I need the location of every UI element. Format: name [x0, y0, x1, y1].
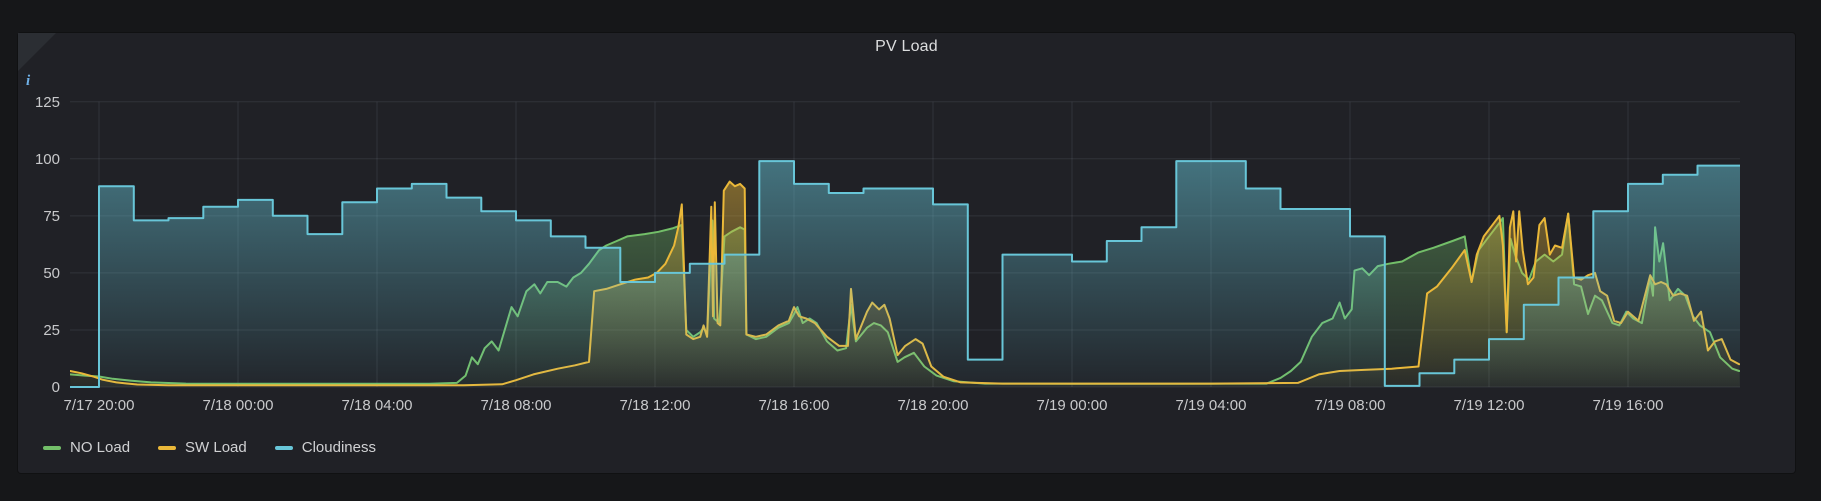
x-tick-label: 7/18 16:00: [759, 397, 830, 414]
legend: NO Load SW Load Cloudiness: [43, 439, 376, 457]
x-tick-label: 7/18 08:00: [481, 397, 552, 414]
x-tick-label: 7/18 12:00: [620, 397, 691, 414]
panel-title: PV Load: [875, 38, 938, 55]
x-tick-label: 7/19 16:00: [1593, 397, 1664, 414]
x-axis: 7/17 20:00 7/18 00:00 7/18 04:00 7/18 08:00…: [64, 397, 1664, 414]
info-icon[interactable]: i: [26, 73, 31, 89]
x-tick-label: 7/19 00:00: [1037, 397, 1108, 414]
y-tick-label: 50: [43, 265, 60, 282]
x-tick-label: 7/19 12:00: [1454, 397, 1525, 414]
x-tick-label: 7/17 20:00: [64, 397, 135, 414]
legend-item-sw-load[interactable]: SW Load: [158, 439, 247, 457]
x-tick-label: 7/18 04:00: [342, 397, 413, 414]
legend-label: SW Load: [185, 439, 247, 456]
cloudiness-swatch-icon: [274, 446, 293, 450]
y-tick-label: 75: [43, 208, 60, 225]
panel-info-corner[interactable]: i: [18, 33, 56, 89]
x-tick-label: 7/18 20:00: [898, 397, 969, 414]
y-tick-label: 0: [52, 379, 60, 396]
legend-item-no-load[interactable]: NO Load: [43, 439, 130, 457]
y-axis: 0 25 50 75 100 125: [35, 94, 60, 396]
pv-load-panel: i PV Load 0 25 50 75 100 125 7/17 20:00 7/18 00…: [18, 33, 1795, 473]
y-tick-label: 25: [43, 322, 60, 339]
x-tick-label: 7/19 04:00: [1176, 397, 1247, 414]
x-tick-label: 7/19 08:00: [1315, 397, 1386, 414]
cloudiness-area: [70, 161, 1740, 387]
legend-label: Cloudiness: [301, 439, 376, 456]
x-tick-label: 7/18 00:00: [203, 397, 274, 414]
y-tick-label: 125: [35, 94, 60, 111]
time-series-plot[interactable]: 0 25 50 75 100 125 7/17 20:00 7/18 00:00 7/18 04…: [18, 33, 1821, 501]
cloudiness-line: [70, 160, 1740, 388]
y-tick-label: 100: [35, 151, 60, 168]
sw-load-swatch-icon: [158, 446, 177, 450]
legend-item-cloudiness[interactable]: Cloudiness: [274, 439, 376, 457]
legend-label: NO Load: [70, 439, 131, 456]
no-load-swatch-icon: [43, 446, 61, 450]
